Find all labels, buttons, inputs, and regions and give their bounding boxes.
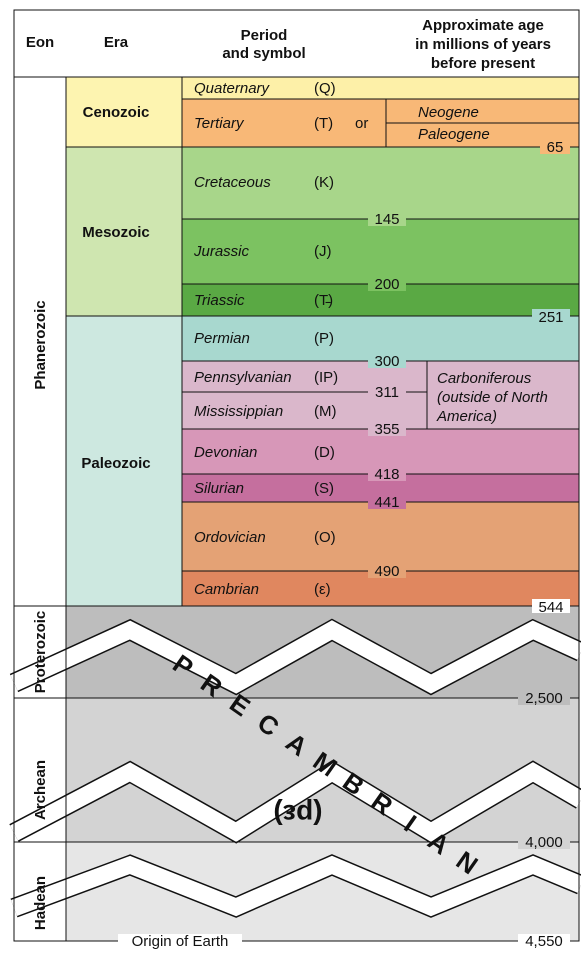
symbol-cambrian: (ε)	[314, 581, 331, 598]
period-mississippian: Mississippian	[194, 403, 283, 420]
svg-text:300: 300	[374, 353, 399, 370]
svg-text:251: 251	[538, 309, 563, 326]
age-544: 544	[532, 599, 570, 616]
eon-hadean: Hadean	[32, 876, 49, 930]
period-cretaceous: Cretaceous	[194, 174, 271, 191]
period-devonian: Devonian	[194, 444, 257, 461]
period-quaternary: Quaternary	[194, 80, 271, 97]
ordovician-band	[182, 502, 579, 571]
eon-proterozoic: Proterozoic	[32, 611, 49, 694]
period-jurassic: Jurassic	[193, 243, 250, 260]
period-tertiary: Tertiary	[194, 115, 245, 132]
carboniferous-line2: (outside of North	[437, 389, 548, 406]
symbol-tertiary: (T)	[314, 115, 333, 132]
symbol-jurassic: (J)	[314, 243, 332, 260]
cretaceous-band	[182, 147, 579, 219]
svg-text:4,000: 4,000	[525, 834, 563, 851]
svg-text:2,500: 2,500	[525, 690, 563, 707]
svg-text:490: 490	[374, 563, 399, 580]
origin-label: Origin of Earth	[132, 933, 229, 950]
svg-text:145: 145	[374, 211, 399, 228]
header-period-line2: and symbol	[222, 45, 305, 62]
symbol-mississippian: (M)	[314, 403, 337, 420]
symbol-cretaceous: (K)	[314, 174, 334, 191]
symbol-triassic: (T̵)	[314, 292, 333, 309]
svg-text:200: 200	[374, 276, 399, 293]
period-ordovician: Ordovician	[194, 529, 266, 546]
header-era: Era	[104, 34, 129, 51]
precambrian-symbol: (pε)	[273, 799, 322, 830]
age-441: 441	[368, 494, 406, 511]
symbol-devonian: (D)	[314, 444, 335, 461]
age-418: 418	[368, 466, 406, 483]
age-200: 200	[368, 276, 406, 293]
mesozoic-era-band	[66, 147, 182, 316]
age-2500: 2,500	[518, 690, 570, 707]
era-labels: Cenozoic Mesozoic Paleozoic	[81, 104, 150, 472]
period-silurian: Silurian	[194, 480, 244, 497]
header-age-line3: before present	[431, 55, 535, 72]
symbol-silurian: (S)	[314, 480, 334, 497]
cenozoic-era-band	[66, 77, 182, 147]
age-311: 311	[368, 384, 406, 401]
header-period-line1: Period	[241, 27, 288, 44]
period-permian: Permian	[194, 330, 250, 347]
svg-text:355: 355	[374, 421, 399, 438]
header-eon: Eon	[26, 34, 54, 51]
age-labels: 65 145 200 251 300 311 355 418 441 490 5…	[368, 139, 570, 950]
period-cambrian: Cambrian	[194, 581, 259, 598]
age-300: 300	[368, 353, 406, 370]
origin-of-earth: Origin of Earth	[118, 933, 242, 950]
age-490: 490	[368, 563, 406, 580]
era-mesozoic: Mesozoic	[82, 224, 150, 241]
symbol-pennsylvanian: (IP)	[314, 369, 338, 386]
age-145: 145	[368, 211, 406, 228]
symbol-ordovician: (O)	[314, 529, 336, 546]
header: Eon Era Period and symbol Approximate ag…	[26, 17, 551, 72]
zigzag-breaks	[9, 618, 581, 918]
eon-phanerozoic: Phanerozoic	[32, 300, 49, 389]
eon-archean: Archean	[32, 760, 49, 820]
period-paleogene: Paleogene	[418, 126, 490, 143]
period-neogene: Neogene	[418, 104, 479, 121]
hadean-band	[66, 842, 579, 941]
svg-text:4,550: 4,550	[525, 933, 563, 950]
age-65: 65	[540, 139, 570, 156]
age-4000: 4,000	[518, 834, 570, 851]
paleozoic-era-band	[66, 316, 182, 606]
svg-text:441: 441	[374, 494, 399, 511]
quaternary-band	[182, 77, 579, 99]
period-labels: Quaternary (Q) Tertiary (T) or Neogene P…	[193, 80, 548, 598]
carboniferous-line1: Carboniferous	[437, 370, 532, 387]
era-cenozoic: Cenozoic	[83, 104, 150, 121]
symbol-quaternary: (Q)	[314, 80, 336, 97]
era-paleozoic: Paleozoic	[81, 455, 150, 472]
period-triassic: Triassic	[194, 292, 245, 309]
carboniferous-line3: America)	[436, 408, 497, 425]
header-age-line2: in millions of years	[415, 36, 551, 53]
age-4550: 4,550	[518, 933, 570, 950]
period-pennsylvanian: Pennsylvanian	[194, 369, 292, 386]
eon-labels: Phanerozoic Proterozoic Archean Hadean	[32, 300, 49, 930]
symbol-permian: (P)	[314, 330, 334, 347]
age-251: 251	[532, 309, 570, 326]
svg-text:311: 311	[375, 384, 399, 401]
jurassic-band	[182, 219, 579, 284]
permian-band	[182, 316, 579, 361]
devonian-band	[182, 429, 579, 474]
tertiary-or: or	[355, 115, 368, 132]
svg-text:65: 65	[547, 139, 564, 156]
header-age-line1: Approximate age	[422, 17, 544, 34]
svg-text:418: 418	[374, 466, 399, 483]
age-355: 355	[368, 421, 406, 438]
svg-text:544: 544	[538, 599, 563, 616]
